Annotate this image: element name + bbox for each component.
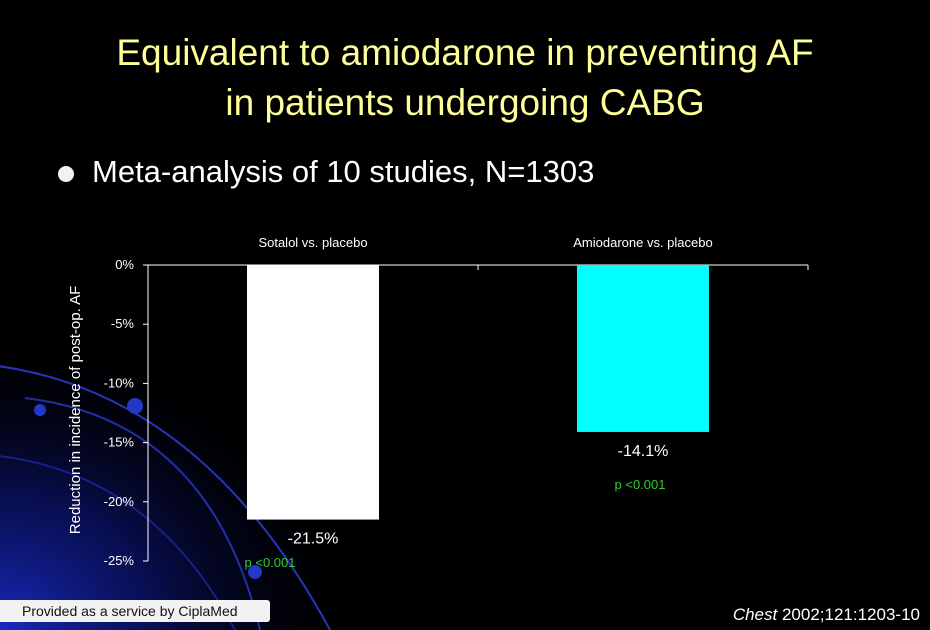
y-tick-label: 0%	[115, 257, 134, 272]
y-axis-label: Reduction in incidence of post-op. AF	[67, 286, 84, 534]
swoosh-curve-3	[0, 455, 236, 630]
category-label: Sotalol vs. placebo	[258, 235, 367, 250]
p-value-label: p <0.001	[245, 555, 296, 570]
bullet-text: Meta-analysis of 10 studies, N=1303	[92, 154, 595, 189]
bullet-dot-icon	[58, 166, 74, 182]
swoosh-curve-1	[0, 365, 331, 630]
bar	[247, 265, 379, 520]
citation: Chest 2002;121:1203-10	[733, 603, 920, 627]
y-tick-label: -20%	[104, 494, 135, 509]
title-line-1: Equivalent to amiodarone in preventing A…	[116, 32, 814, 73]
footer-service-note: Provided as a service by CiplaMed	[0, 600, 270, 622]
swoosh-dot-1	[34, 404, 46, 416]
citation-reference: 2002;121:1203-10	[777, 605, 920, 624]
bar	[577, 265, 709, 432]
y-tick-label: -10%	[104, 375, 135, 390]
title-line-2: in patients undergoing CABG	[225, 82, 705, 123]
category-label: Amiodarone vs. placebo	[573, 235, 712, 250]
citation-journal: Chest	[732, 605, 778, 624]
p-value-label: p <0.001	[615, 477, 666, 492]
y-tick-label: -15%	[104, 435, 135, 450]
y-tick-label: -25%	[104, 553, 135, 568]
swoosh-curve-2	[24, 397, 261, 630]
data-label: -21.5%	[288, 531, 339, 548]
swoosh-dot-2	[127, 398, 143, 414]
slide-title: Equivalent to amiodarone in preventing A…	[0, 28, 930, 128]
swoosh-dot-3	[248, 565, 262, 579]
bar-chart: Reduction in incidence of post-op. AF 0%…	[67, 235, 809, 570]
data-label: -14.1%	[618, 443, 669, 460]
y-tick-label: -5%	[111, 316, 135, 331]
